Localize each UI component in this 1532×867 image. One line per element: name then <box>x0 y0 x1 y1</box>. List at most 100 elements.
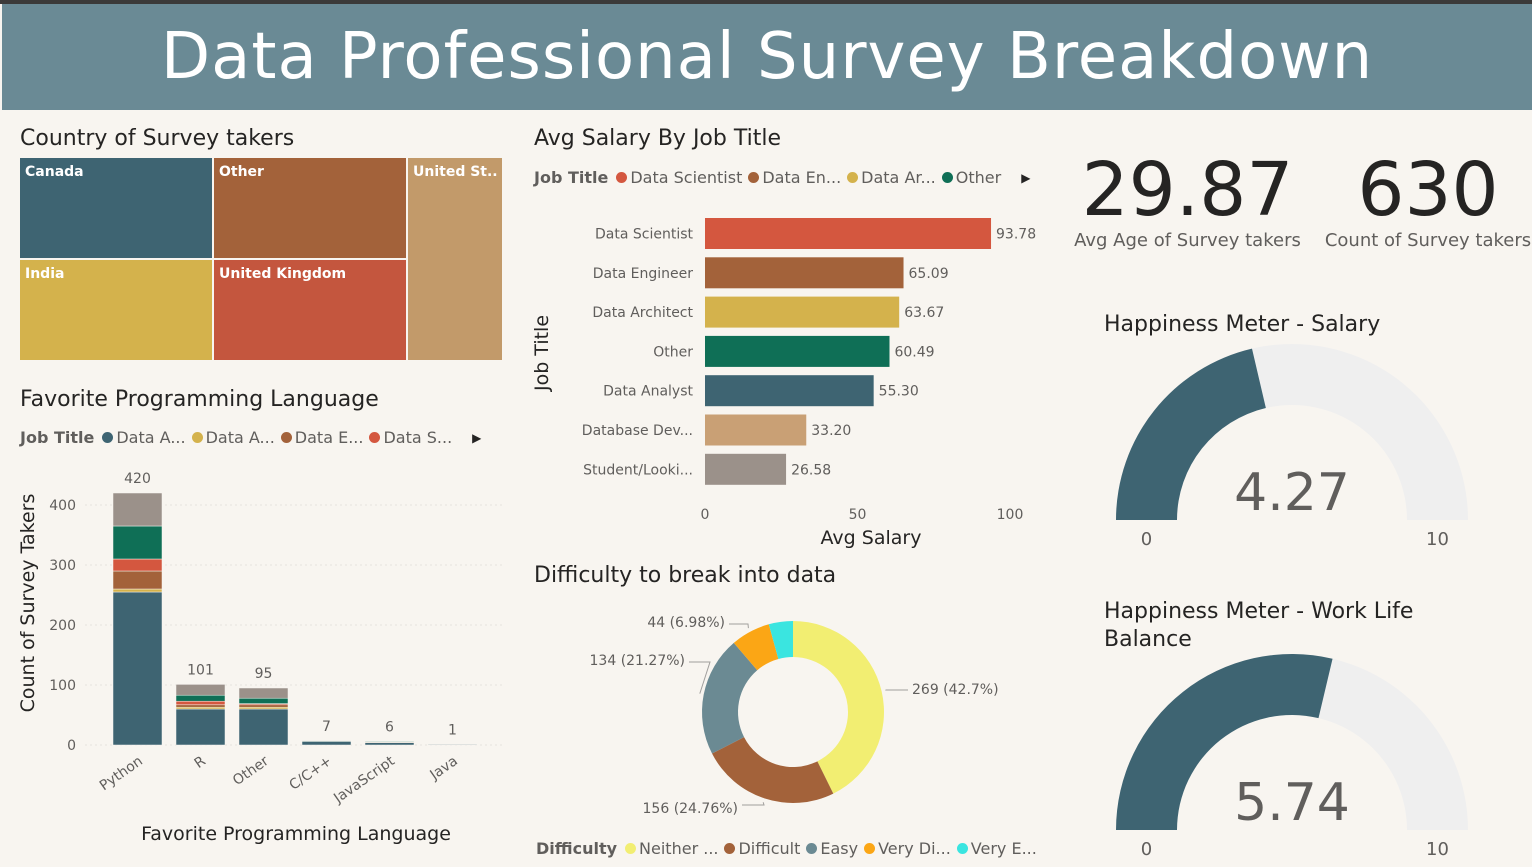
legend-item[interactable]: Data En... <box>748 168 841 187</box>
treemap-label: United Kingdom <box>219 266 347 282</box>
lang-bar-segment <box>301 741 352 746</box>
lang-bar-segment <box>175 708 226 746</box>
salary-x-tick: 0 <box>701 507 710 523</box>
legend-dot <box>102 432 114 443</box>
kpi-count: 630 Count of Survey takers <box>1322 150 1532 251</box>
gauge-worklife-title-line2: Balance <box>1104 627 1192 652</box>
treemap-cell-other[interactable]: Other <box>213 157 407 259</box>
salary-x-tick: 50 <box>849 507 867 523</box>
donut-leader-line <box>742 802 765 806</box>
legend-item[interactable]: Other <box>941 168 1002 187</box>
donut-slice <box>702 642 758 754</box>
lang-x-tick: R <box>192 753 209 772</box>
lang-bar-segment <box>238 708 289 746</box>
salary-bar <box>705 257 904 289</box>
legend-item[interactable]: Neither ... <box>625 839 718 858</box>
salary-category-label: Data Analyst <box>603 384 693 400</box>
treemap-cell-united-states[interactable]: United St... <box>407 157 503 361</box>
legend-label: Data Scientist <box>630 168 743 187</box>
salary-data-label: 65.09 <box>909 266 949 282</box>
treemap-label: United St... <box>413 164 499 180</box>
treemap-label: India <box>25 266 65 282</box>
lang-total-label: 7 <box>322 719 331 735</box>
legend-item[interactable]: Data A... <box>102 428 186 447</box>
salary-data-label: 26.58 <box>791 462 831 478</box>
donut-slice <box>712 737 834 803</box>
salary-bar <box>705 335 890 367</box>
gauge-max-label: 10 <box>1426 839 1449 860</box>
legend-item[interactable]: Very Di... <box>864 839 951 858</box>
donut-legend: Difficulty Neither ... Difficult Easy Ve… <box>536 839 1043 858</box>
top-border <box>0 0 1532 4</box>
legend-item[interactable]: Data S... <box>369 428 452 447</box>
lang-y-tick: 0 <box>67 738 76 754</box>
legend-label: Data S... <box>383 428 453 447</box>
legend-item[interactable]: Data E... <box>280 428 363 447</box>
lang-y-tick: 200 <box>49 618 76 634</box>
lang-y-tick: 300 <box>49 558 76 574</box>
legend-dot <box>280 432 292 443</box>
legend-dot <box>806 843 818 854</box>
donut-slice <box>793 621 884 794</box>
lang-bar-segment <box>238 697 289 704</box>
lang-bar-segment <box>175 706 226 710</box>
lang-x-tick: Python <box>97 753 146 794</box>
lang-total-label: 6 <box>385 719 394 735</box>
legend-label: Difficult <box>738 839 801 858</box>
legend-label: Data En... <box>762 168 842 187</box>
lang-y-tick: 100 <box>49 678 76 694</box>
language-legend: Job Title Data A... Data A... Data E... … <box>20 428 481 447</box>
difficulty-donut-chart: 269 (42.7%) 156 (24.76%) 134 (21.27%) 44 (6… <box>590 615 999 817</box>
lang-bar-segment <box>364 742 415 746</box>
salary-category-label: Data Engineer <box>593 266 693 282</box>
legend-item[interactable]: Easy <box>806 839 858 858</box>
lang-y-axis-title: Count of Survey Takers <box>17 494 39 713</box>
lang-bar-segment <box>238 704 289 708</box>
happiness-worklife-gauge: 5.74 0 10 <box>1116 654 1468 860</box>
lang-bar-segment <box>175 684 226 696</box>
legend-dot <box>724 843 736 854</box>
legend-dot <box>847 172 859 183</box>
kpi-avg-age-label: Avg Age of Survey takers <box>1074 230 1301 251</box>
gauge-min-label: 0 <box>1141 529 1152 550</box>
lang-bar-segment <box>238 687 289 699</box>
legend-label: Very E... <box>970 839 1037 858</box>
treemap-cell-india[interactable]: India <box>19 259 213 361</box>
legend-item[interactable]: Data A... <box>191 428 275 447</box>
salary-bar <box>705 414 807 446</box>
legend-label: Other <box>955 168 1002 187</box>
donut-leader-line <box>729 623 749 629</box>
treemap-cell-canada[interactable]: Canada <box>19 157 213 259</box>
legend-dot <box>625 843 637 854</box>
legend-dot <box>941 172 953 183</box>
gauge-value: 4.27 <box>1234 463 1350 523</box>
lang-x-tick: C/C++ <box>287 753 335 793</box>
legend-next-arrow-icon[interactable]: ▶ <box>472 430 482 445</box>
donut-slice <box>733 624 779 671</box>
gauge-worklife-title-line1: Happiness Meter - Work Life <box>1104 599 1414 624</box>
gauge-max-label: 10 <box>1426 529 1449 550</box>
lang-total-label: 95 <box>255 666 273 682</box>
legend-item[interactable]: Difficult <box>724 839 800 858</box>
country-treemap: Canada Other United St... India United K… <box>19 157 503 361</box>
legend-item[interactable]: Very E... <box>956 839 1037 858</box>
dashboard-header: Data Professional Survey Breakdown <box>2 4 1532 110</box>
legend-label: Easy <box>820 839 859 858</box>
kpi-count-label: Count of Survey takers <box>1324 230 1532 251</box>
salary-x-axis-title: Avg Salary <box>821 527 922 549</box>
legend-title: Job Title <box>20 428 95 447</box>
happiness-salary-gauge: 4.27 0 10 <box>1116 344 1468 550</box>
legend-next-arrow-icon[interactable]: ▶ <box>1021 170 1031 185</box>
salary-bar <box>705 296 900 328</box>
salary-chart-title: Avg Salary By Job Title <box>534 126 781 151</box>
legend-item[interactable]: Data Scientist <box>616 168 742 187</box>
lang-bar-segment <box>238 706 289 710</box>
salary-data-label: 60.49 <box>894 344 934 360</box>
gauge-worklife-title: Happiness Meter - Work Life Balance <box>1104 598 1413 654</box>
legend-item[interactable]: Data Ar... <box>847 168 936 187</box>
lang-x-tick: JavaScript <box>330 753 398 807</box>
treemap-cell-united-kingdom[interactable]: United Kingdom <box>213 259 407 361</box>
salary-bar <box>705 453 787 485</box>
legend-label: Very Di... <box>878 839 951 858</box>
donut-data-label: 134 (21.27%) <box>590 653 685 669</box>
